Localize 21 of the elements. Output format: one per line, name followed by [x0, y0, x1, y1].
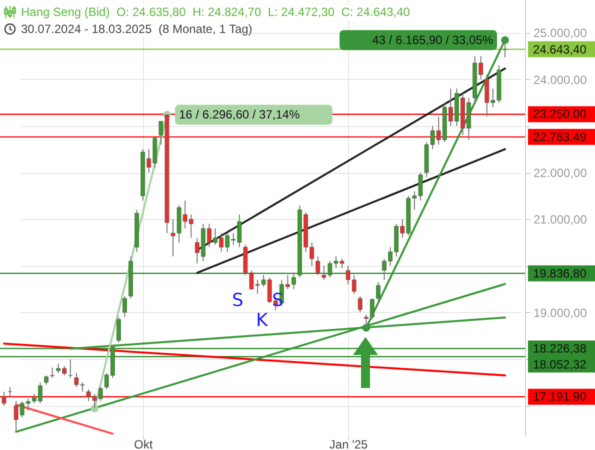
x-tick-label: Jan '25	[329, 438, 368, 450]
annotation: S	[272, 290, 284, 311]
annotation: S	[232, 290, 244, 311]
ref-line-label: 24.643,40	[533, 42, 587, 56]
ref-line-label: 22.763,49	[533, 130, 587, 144]
y-tick-label: 21.000,00	[534, 212, 588, 227]
ref-line-label: 19.836,80	[533, 266, 587, 280]
chart-title: Hang Seng (Bid) O: 24.635,80 H: 24.824,70 L: 24.472,30 C: 24.643,40	[21, 4, 410, 20]
annotation: K	[256, 310, 268, 331]
y-tick-label: 24.000,00	[534, 72, 588, 87]
annotation: 43 / 6.165,90 / 33,05%	[372, 33, 494, 48]
text: 30.07.2024 - 18.03.2025 (8 Monate, 1 Tag)	[21, 20, 252, 36]
x-tick-label: Okt	[134, 438, 154, 450]
ref-line-label: 17.191,90	[533, 390, 587, 404]
y-tick-label: 19.000,00	[534, 306, 588, 320]
ref-line-label: 23.250,00	[533, 107, 587, 122]
y-tick-label: 22.000,00	[534, 166, 588, 180]
ref-line-label: 18.052,32	[533, 358, 587, 372]
ref-line-label: 18.226,38	[533, 342, 587, 356]
annotation: 16 / 6.296,60 / 37,14%	[178, 108, 300, 122]
y-tick-label: 25.000,00	[534, 26, 588, 40]
